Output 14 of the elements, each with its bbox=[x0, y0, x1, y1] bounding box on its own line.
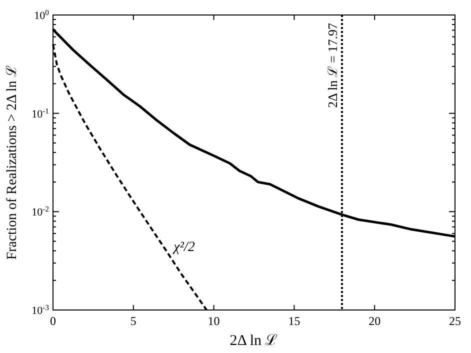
x-tick-label: 25 bbox=[449, 314, 461, 328]
y-tick-label: 10$^{0}$ bbox=[34, 8, 50, 22]
x-tick-label: 10 bbox=[208, 314, 220, 328]
x-tick-label: 15 bbox=[288, 314, 300, 328]
y-axis-title: Fraction of Realizations > 2Δ ln ℒ bbox=[5, 65, 20, 260]
y-tick-label: 10$^{-1}$ bbox=[32, 106, 50, 120]
x-tick-label: 20 bbox=[368, 314, 381, 328]
x-tick-label: 5 bbox=[130, 314, 136, 328]
ref-line-label: 2Δ ln ℒ = 17.97 bbox=[324, 22, 340, 108]
y-tick-label: 10$^{-3}$ bbox=[32, 302, 50, 317]
y-tick-label: 10$^{-2}$ bbox=[32, 204, 50, 219]
annotation: χ²/2 bbox=[172, 240, 195, 255]
x-axis-title: 2Δ ln ℒ bbox=[230, 333, 278, 349]
x-tick-label: 0 bbox=[50, 314, 56, 328]
